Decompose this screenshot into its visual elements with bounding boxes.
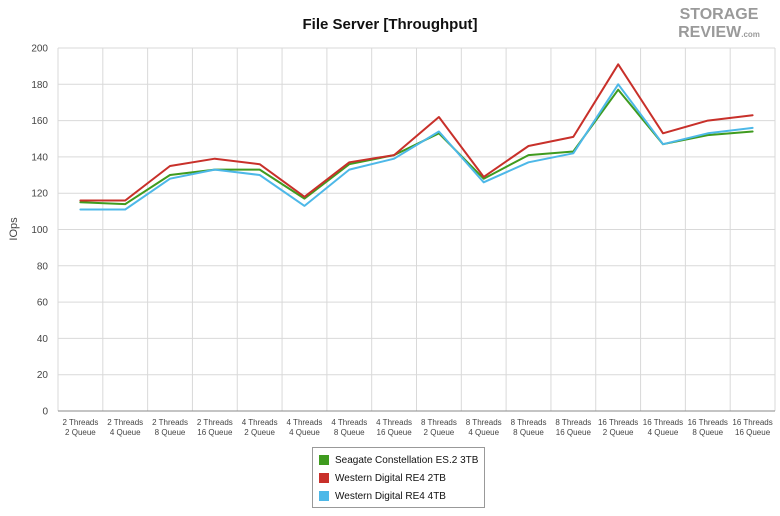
x-tick-queue: 4 Queue <box>289 428 320 437</box>
x-tick-label: 4 Threads 8 Queue <box>331 418 367 437</box>
x-tick-threads: 4 Threads <box>331 418 367 427</box>
x-tick-queue: 8 Queue <box>155 428 186 437</box>
legend-swatch <box>319 473 329 483</box>
x-tick-queue: 4 Queue <box>110 428 141 437</box>
x-tick-label: 16 Threads 8 Queue <box>688 418 728 437</box>
x-tick-threads: 2 Threads <box>62 418 98 427</box>
x-tick-queue: 4 Queue <box>648 428 679 437</box>
y-tick-label: 160 <box>31 116 48 127</box>
x-tick-queue: 8 Queue <box>513 428 544 437</box>
x-tick-threads: 8 Threads <box>466 418 502 427</box>
x-tick-queue: 2 Queue <box>65 428 96 437</box>
y-tick-label: 20 <box>37 370 49 381</box>
x-tick-threads: 4 Threads <box>376 418 412 427</box>
x-tick-label: 16 Threads 4 Queue <box>643 418 683 437</box>
x-tick-label: 4 Threads 16 Queue <box>376 418 412 437</box>
y-axis-title: IOps <box>8 217 20 241</box>
x-tick-threads: 16 Threads <box>732 418 772 427</box>
x-tick-threads: 8 Threads <box>511 418 547 427</box>
x-tick-queue: 16 Queue <box>377 428 413 437</box>
x-tick-threads: 2 Threads <box>107 418 143 427</box>
logo-suffix: .com <box>741 30 760 39</box>
x-tick-queue: 2 Queue <box>603 428 634 437</box>
y-tick-label: 40 <box>37 334 49 345</box>
x-tick-queue: 2 Queue <box>424 428 455 437</box>
x-tick-label: 4 Threads 4 Queue <box>287 418 323 437</box>
x-tick-threads: 16 Threads <box>643 418 683 427</box>
y-tick-label: 100 <box>31 225 48 236</box>
x-tick-label: 16 Threads 16 Queue <box>732 418 772 437</box>
y-tick-label: 140 <box>31 152 48 163</box>
x-tick-threads: 16 Threads <box>688 418 728 427</box>
x-tick-queue: 8 Queue <box>692 428 723 437</box>
x-tick-label: 8 Threads 16 Queue <box>555 418 591 437</box>
gridlines <box>57 47 776 412</box>
series-line-2 <box>79 83 754 211</box>
legend-swatch <box>319 491 329 501</box>
storagereview-logo: STORAGE REVIEW.com <box>678 6 760 41</box>
legend-label: Western Digital RE4 4TB <box>335 490 446 502</box>
logo-line2: REVIEW <box>678 24 742 41</box>
x-tick-queue: 4 Queue <box>468 428 499 437</box>
y-tick-label: 80 <box>37 261 49 272</box>
x-tick-label: 8 Threads 4 Queue <box>466 418 502 437</box>
x-tick-threads: 2 Threads <box>152 418 188 427</box>
chart-title: File Server [Throughput] <box>302 16 478 33</box>
legend-item: Seagate Constellation ES.2 3TB <box>319 451 478 469</box>
x-tick-threads: 4 Threads <box>287 418 323 427</box>
x-tick-label: 8 Threads 8 Queue <box>511 418 547 437</box>
x-tick-threads: 8 Threads <box>555 418 591 427</box>
x-tick-queue: 16 Queue <box>197 428 233 437</box>
x-tick-threads: 4 Threads <box>242 418 278 427</box>
legend-item: Western Digital RE4 2TB <box>319 469 478 487</box>
x-tick-queue: 2 Queue <box>244 428 275 437</box>
x-tick-label: 8 Threads 2 Queue <box>421 418 457 437</box>
y-tick-label: 200 <box>31 44 48 55</box>
legend-label: Seagate Constellation ES.2 3TB <box>335 454 479 466</box>
x-tick-label: 2 Threads 2 Queue <box>62 418 98 437</box>
logo-line1: STORAGE <box>680 6 759 23</box>
x-tick-label: 16 Threads 2 Queue <box>598 418 638 437</box>
series-lines <box>79 63 754 211</box>
x-tick-label: 2 Threads 4 Queue <box>107 418 143 437</box>
legend-item: Western Digital RE4 4TB <box>319 487 478 505</box>
x-tick-label: 2 Threads 8 Queue <box>152 418 188 437</box>
x-tick-label: 4 Threads 2 Queue <box>242 418 278 437</box>
y-tick-label: 60 <box>37 298 49 309</box>
legend: Seagate Constellation ES.2 3TB Western Di… <box>312 447 486 508</box>
x-tick-threads: 16 Threads <box>598 418 638 427</box>
x-tick-queue: 8 Queue <box>334 428 365 437</box>
svg-text:REVIEW.com: REVIEW.com <box>678 24 760 41</box>
y-tick-label: 0 <box>42 407 48 418</box>
legend-label: Western Digital RE4 2TB <box>335 472 446 484</box>
series-line-1 <box>79 63 754 202</box>
x-tick-queue: 16 Queue <box>735 428 771 437</box>
x-tick-threads: 2 Threads <box>197 418 233 427</box>
legend-swatch <box>319 455 329 465</box>
x-tick-queue: 16 Queue <box>556 428 592 437</box>
x-tick-threads: 8 Threads <box>421 418 457 427</box>
y-tick-label: 180 <box>31 80 48 91</box>
y-tick-label: 120 <box>31 189 48 200</box>
x-tick-label: 2 Threads 16 Queue <box>197 418 233 437</box>
